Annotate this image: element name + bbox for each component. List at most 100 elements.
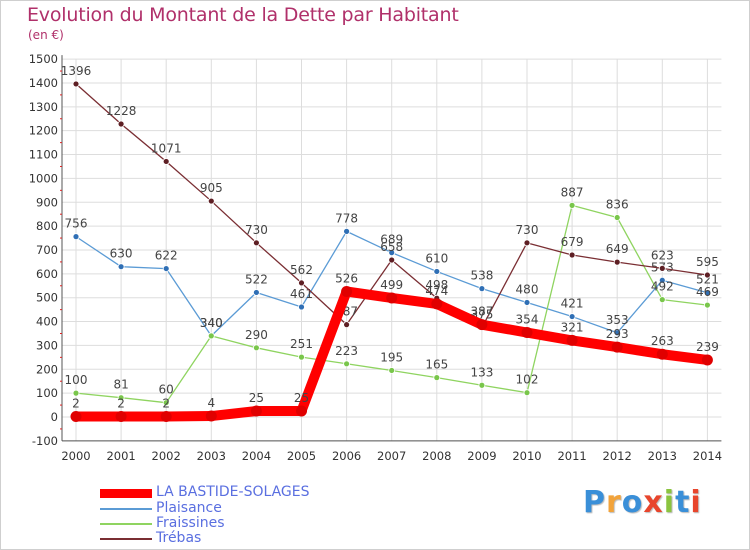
data-label: 102 bbox=[516, 373, 539, 387]
data-label: 756 bbox=[65, 217, 88, 231]
data-point bbox=[568, 313, 576, 320]
data-label: 100 bbox=[65, 373, 88, 387]
data-label: 649 bbox=[606, 242, 629, 256]
data-point bbox=[656, 348, 668, 360]
data-point bbox=[704, 301, 711, 309]
x-tick-label: 2014 bbox=[693, 449, 722, 463]
x-tick-label: 2007 bbox=[377, 449, 406, 463]
data-label: 2 bbox=[117, 397, 125, 411]
data-label: 461 bbox=[290, 287, 313, 301]
data-point bbox=[72, 80, 80, 88]
chart-title: Evolution du Montant de la Dette par Hab… bbox=[27, 4, 459, 26]
data-point bbox=[162, 158, 170, 165]
data-point bbox=[568, 201, 576, 209]
data-label: 905 bbox=[200, 181, 223, 195]
data-label: 321 bbox=[561, 320, 584, 334]
data-point bbox=[431, 298, 443, 310]
data-point bbox=[343, 227, 351, 235]
data-label: 538 bbox=[470, 269, 493, 283]
data-point bbox=[298, 279, 305, 287]
data-label: 836 bbox=[606, 198, 629, 212]
legend-swatch bbox=[100, 538, 152, 540]
data-label: 81 bbox=[113, 378, 128, 392]
data-label: 353 bbox=[606, 313, 629, 327]
y-tick-label: 400 bbox=[36, 315, 58, 329]
data-label: 387 bbox=[470, 305, 493, 319]
data-label: 4 bbox=[207, 396, 215, 410]
logo-letter: o bbox=[621, 485, 644, 520]
data-label: 223 bbox=[335, 344, 358, 358]
data-label: 165 bbox=[425, 358, 448, 372]
data-label: 469 bbox=[696, 285, 719, 299]
data-point bbox=[613, 329, 621, 337]
data-point bbox=[523, 299, 531, 306]
data-point bbox=[341, 285, 353, 297]
y-tick-label: 700 bbox=[36, 243, 58, 257]
data-label: 133 bbox=[470, 365, 493, 379]
data-point bbox=[70, 411, 82, 423]
data-point bbox=[613, 258, 621, 266]
x-tick-label: 2013 bbox=[648, 449, 677, 463]
data-label: 498 bbox=[425, 278, 448, 292]
data-point bbox=[250, 405, 262, 417]
x-tick-label: 2006 bbox=[332, 449, 361, 463]
x-tick-label: 2009 bbox=[467, 449, 496, 463]
x-tick-label: 2008 bbox=[422, 449, 451, 463]
chart-unit-label: (en €) bbox=[28, 28, 64, 42]
data-label: 658 bbox=[380, 240, 403, 254]
data-point bbox=[658, 264, 666, 272]
data-point bbox=[343, 360, 351, 368]
data-point bbox=[252, 289, 260, 296]
data-label: 1396 bbox=[61, 64, 92, 78]
data-point bbox=[704, 271, 711, 279]
legend-swatch bbox=[100, 523, 152, 525]
data-point bbox=[388, 367, 396, 374]
x-tick-label: 2005 bbox=[287, 449, 316, 463]
data-label: 239 bbox=[696, 340, 719, 354]
data-point bbox=[160, 411, 172, 423]
data-label: 354 bbox=[516, 313, 539, 327]
data-point bbox=[433, 374, 441, 382]
data-label: 887 bbox=[561, 185, 584, 199]
data-label: 492 bbox=[651, 280, 674, 294]
x-tick-label: 2003 bbox=[197, 449, 226, 463]
data-point bbox=[478, 285, 486, 293]
data-point bbox=[704, 289, 711, 297]
data-point bbox=[252, 239, 260, 247]
data-label: 730 bbox=[245, 223, 268, 237]
data-point bbox=[701, 354, 713, 366]
x-tick-label: 2011 bbox=[557, 449, 586, 463]
y-tick-label: 1100 bbox=[29, 148, 58, 162]
series-fraissines: 100 81 60 340 290 251 223 195 165 133 102 887 836 492… bbox=[65, 185, 719, 407]
data-label: 630 bbox=[110, 247, 133, 261]
data-point bbox=[433, 268, 441, 275]
data-label: 60 bbox=[159, 383, 174, 397]
data-point bbox=[521, 327, 533, 339]
data-label: 679 bbox=[561, 235, 584, 249]
data-point bbox=[523, 389, 531, 397]
legend-swatch bbox=[100, 489, 152, 498]
y-tick-label: -100 bbox=[32, 434, 58, 448]
legend-swatch bbox=[100, 508, 152, 510]
data-label: 263 bbox=[651, 334, 674, 348]
x-tick-label: 2001 bbox=[106, 449, 135, 463]
logo-letter: x bbox=[643, 485, 664, 520]
x-tick-label: 2012 bbox=[603, 449, 632, 463]
data-point bbox=[252, 344, 260, 352]
data-point bbox=[162, 399, 170, 407]
data-label: 25 bbox=[294, 391, 309, 405]
logo-letter: t bbox=[675, 485, 691, 520]
data-label: 340 bbox=[200, 316, 223, 330]
data-label: 562 bbox=[290, 263, 313, 277]
data-label: 526 bbox=[335, 271, 358, 285]
data-label: 293 bbox=[606, 327, 629, 341]
data-label: 689 bbox=[380, 233, 403, 247]
data-point bbox=[388, 256, 396, 264]
series-tr-bas: 1396122810719057305623876584983757306796… bbox=[61, 64, 719, 331]
data-label: 1228 bbox=[106, 104, 137, 118]
series-la-bastide-solages: 2 2 2 4 25 25 526 499 474 387 354 321 293 263 239 bbox=[70, 271, 719, 423]
data-label: 778 bbox=[335, 211, 358, 225]
data-point bbox=[611, 341, 623, 353]
data-point bbox=[388, 249, 396, 257]
